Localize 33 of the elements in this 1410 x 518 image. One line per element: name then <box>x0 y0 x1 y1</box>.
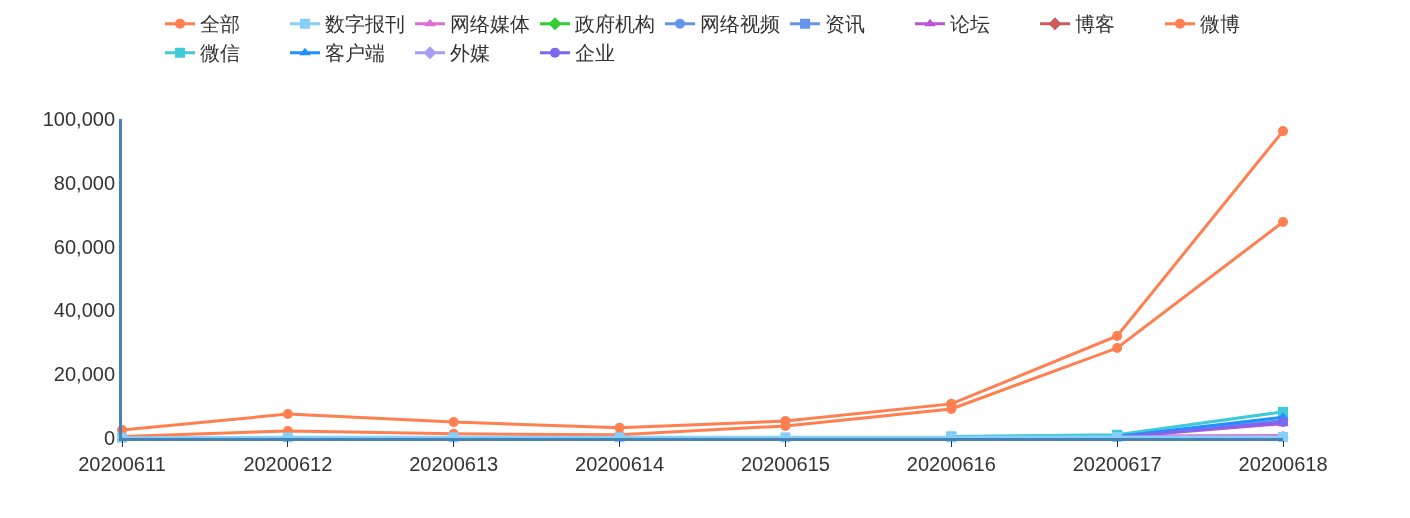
y-tick-label: 40,000 <box>53 299 115 322</box>
legend-label: 博客 <box>1075 13 1115 36</box>
point <box>1278 217 1288 228</box>
y-tick-label: 20,000 <box>53 363 115 386</box>
x-tick-label: 20200612 <box>243 453 333 475</box>
y-tick-label: 60,000 <box>53 235 115 258</box>
x-tick-label: 20200613 <box>409 453 499 475</box>
point <box>448 417 459 428</box>
y-tick-label: 100,000 <box>42 108 115 130</box>
legend-label: 网络视频 <box>700 13 780 36</box>
point <box>1112 343 1123 354</box>
y-tick-label: 80,000 <box>53 171 115 194</box>
legend-label: 网络媒体 <box>450 13 530 36</box>
y-tick-label: 0 <box>103 427 115 449</box>
legend-label: 资讯 <box>825 13 865 36</box>
x-tick-label: 20200614 <box>575 453 665 475</box>
legend-label: 政府机构 <box>575 13 655 36</box>
x-tick-label: 20200616 <box>906 453 996 475</box>
x-tick-label: 20200611 <box>78 453 166 475</box>
x-tick-label: 20200617 <box>1072 453 1162 475</box>
legend-label: 外媒 <box>450 42 490 65</box>
x-tick-label: 20200618 <box>1238 453 1328 475</box>
x-tick-label: 20200615 <box>740 453 830 475</box>
legend-label: 微博 <box>1200 13 1240 36</box>
point <box>1112 330 1123 341</box>
point <box>282 409 293 420</box>
legend-label: 微信 <box>200 42 240 65</box>
point <box>1278 126 1288 137</box>
legend-label: 论坛 <box>950 13 990 36</box>
legend-label: 数字报刊 <box>325 13 405 36</box>
legend-label: 全部 <box>200 13 240 36</box>
legend-label: 企业 <box>575 42 615 65</box>
legend-label: 客户端 <box>325 42 385 65</box>
